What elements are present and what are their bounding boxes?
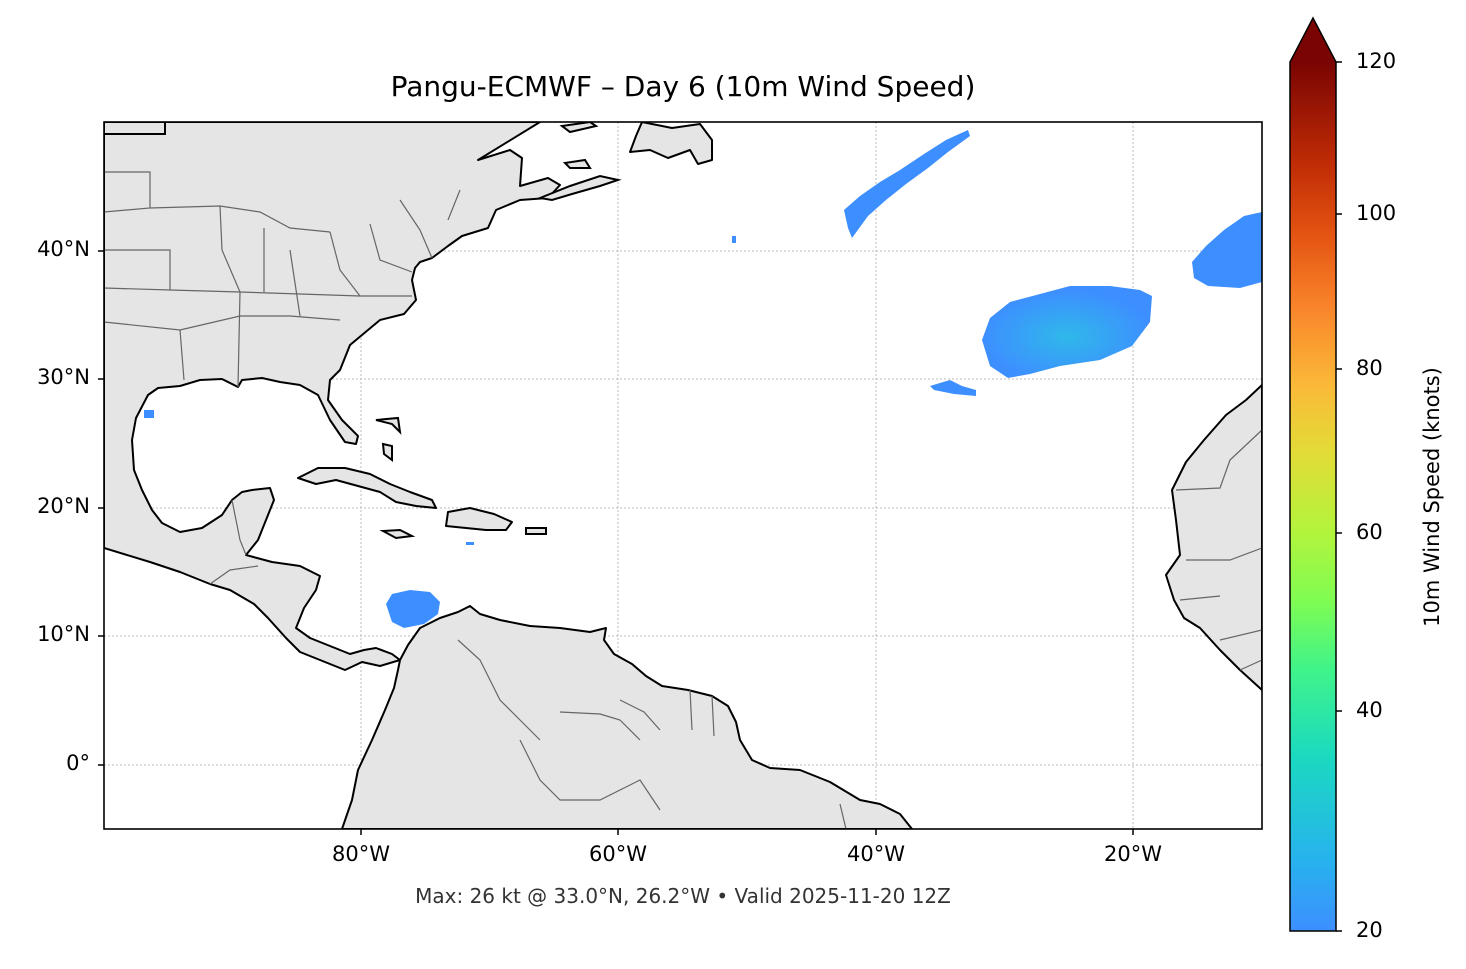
map-area [104, 122, 1262, 829]
wind-patch-northeast [1192, 212, 1262, 288]
wind-patch-gulf [144, 410, 154, 418]
lon-label-80w: 80°W [332, 842, 390, 866]
colorbar-tick-120: 120 [1356, 49, 1397, 73]
colorbar-tick-100: 100 [1356, 201, 1397, 225]
colorbar-tick-80: 80 [1356, 356, 1383, 380]
puerto-rico-land [525, 527, 547, 535]
wind-patch-caribbean [386, 590, 440, 628]
axis-ticks [98, 250, 1134, 835]
lat-label-30n: 30°N [37, 365, 90, 389]
colorbar-extend-arrow [1290, 18, 1336, 62]
colorbar [1289, 16, 1342, 932]
wind-patch-north-atlantic [844, 130, 970, 238]
map-title: Pangu-ECMWF – Day 6 (10m Wind Speed) [390, 70, 976, 103]
colorbar-ticks [1336, 61, 1342, 932]
jamaica-land [379, 528, 416, 540]
colorbar-gradient [1290, 62, 1336, 931]
arctic-fragment [104, 122, 166, 135]
wind-patch-speck [732, 236, 736, 243]
lon-label-20w: 20°W [1104, 842, 1162, 866]
lat-label-20n: 20°N [37, 494, 90, 518]
bahamas-islands [375, 416, 402, 462]
anticosti-island [559, 122, 599, 134]
lon-label-60w: 60°W [589, 842, 647, 866]
pei-island [562, 158, 592, 169]
lat-label-10n: 10°N [37, 622, 90, 646]
colorbar-tick-60: 60 [1356, 520, 1383, 544]
map-frame [103, 121, 1263, 830]
lat-label-0: 0° [66, 751, 90, 775]
colorbar-tick-40: 40 [1356, 698, 1383, 722]
wind-field [144, 130, 1262, 628]
cuba-land [297, 467, 437, 509]
lon-label-40w: 40°W [847, 842, 905, 866]
africa-land [1165, 384, 1262, 691]
wind-patch-central-atlantic [982, 286, 1152, 378]
colorbar-tick-20: 20 [1356, 918, 1383, 942]
newfoundland-land [629, 122, 713, 165]
hispaniola-land [445, 507, 513, 531]
wind-patch-small-mid [930, 380, 976, 396]
colorbar-frame [1289, 16, 1337, 932]
wind-patch-speck-2 [466, 542, 474, 545]
map-subtitle: Max: 26 kt @ 33.0°N, 26.2°W • Valid 2025… [415, 884, 951, 908]
south-america-land [341, 605, 913, 829]
lat-label-40n: 40°N [37, 237, 90, 261]
nova-scotia-land [536, 174, 622, 202]
political-borders [104, 171, 1262, 829]
colorbar-label: 10m Wind Speed (knots) [1420, 367, 1444, 627]
